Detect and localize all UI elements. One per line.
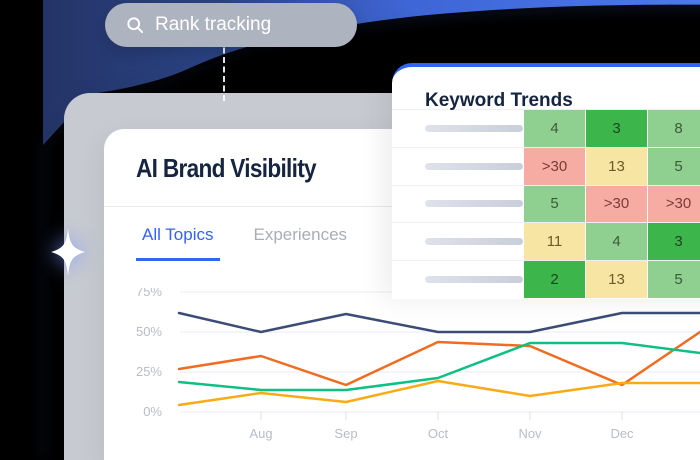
- svg-text:75%: 75%: [136, 288, 162, 299]
- svg-text:0%: 0%: [143, 404, 162, 419]
- svg-text:Dec: Dec: [610, 426, 634, 441]
- svg-text:Aug: Aug: [249, 426, 272, 441]
- svg-text:25%: 25%: [136, 364, 162, 379]
- svg-text:Sep: Sep: [334, 426, 357, 441]
- svg-text:50%: 50%: [136, 324, 162, 339]
- svg-text:Oct: Oct: [428, 426, 449, 441]
- svg-text:Nov: Nov: [518, 426, 542, 441]
